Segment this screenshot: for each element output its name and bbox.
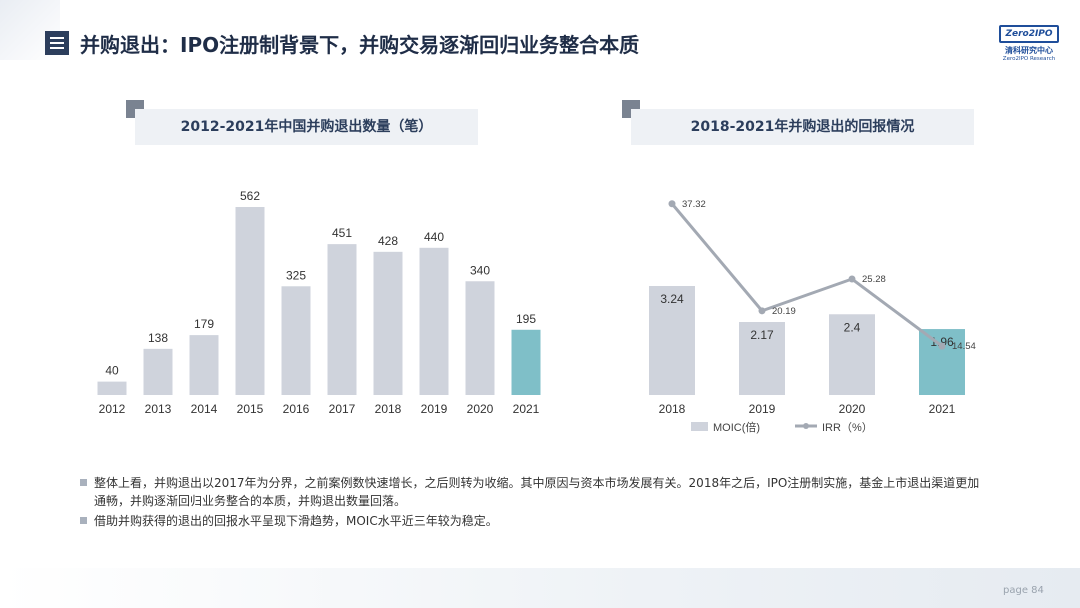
bar <box>97 381 127 395</box>
x-tick-label: 2014 <box>191 402 218 416</box>
x-tick-label: 2018 <box>659 402 686 416</box>
bullet-icon <box>80 517 87 524</box>
irr-point <box>668 200 676 208</box>
data-label: 340 <box>470 263 490 277</box>
bar <box>511 329 541 395</box>
data-label: 451 <box>332 226 352 240</box>
logo-cn-text: 清科研究中心 <box>1005 46 1053 55</box>
note-item: 整体上看，并购退出以2017年为分界，之前案例数快速增长，之后则转为收缩。其中原… <box>80 474 980 510</box>
x-tick-label: 2015 <box>237 402 264 416</box>
moic-bar <box>649 286 695 395</box>
logo-en-text: Zero2IPO Research <box>1002 56 1056 62</box>
irr-label: 14.54 <box>952 341 976 352</box>
data-label: 325 <box>286 268 306 282</box>
note-text: 整体上看，并购退出以2017年为分界，之前案例数快速增长，之后则转为收缩。其中原… <box>94 476 980 508</box>
bar <box>281 286 311 395</box>
irr-line <box>670 202 943 348</box>
legend-irr-label: IRR（%） <box>822 421 873 434</box>
legend-irr-marker <box>803 423 809 429</box>
bar <box>235 207 265 395</box>
page-title: 并购退出：IPO注册制背景下，并购交易逐渐回归业务整合本质 <box>80 33 640 57</box>
x-tick-label: 2021 <box>929 402 956 416</box>
footer-band <box>0 568 1080 608</box>
x-tick-label: 2013 <box>145 402 172 416</box>
bar <box>373 251 403 395</box>
legend-moic-swatch <box>691 422 708 431</box>
irr-label: 37.32 <box>682 199 706 210</box>
x-tick-label: 2017 <box>329 402 356 416</box>
note-text: 借助并购获得的退出的回报水平呈现下滑趋势，MOIC水平近三年较为稳定。 <box>94 514 498 528</box>
moic-bar <box>739 321 785 395</box>
irr-label: 20.19 <box>772 306 796 317</box>
zero2ipo-logo: Zero2IPO 清科研究中心 Zero2IPO Research <box>999 25 1059 62</box>
data-label: 138 <box>148 331 168 345</box>
moic-bar <box>829 314 875 395</box>
note-item: 借助并购获得的退出的回报水平呈现下滑趋势，MOIC水平近三年较为稳定。 <box>80 512 980 530</box>
bar <box>419 247 449 395</box>
x-tick-label: 2012 <box>99 402 126 416</box>
irr-label: 25.28 <box>862 274 886 285</box>
logo-mark: Zero2IPO <box>999 25 1059 43</box>
page-number: page 84 <box>1003 585 1044 596</box>
moic-label: 2.4 <box>844 320 861 334</box>
x-tick-label: 2021 <box>513 402 540 416</box>
bar <box>143 348 173 395</box>
data-label: 428 <box>378 234 398 248</box>
chart2-title: 2018-2021年并购退出的回报情况 <box>631 109 974 145</box>
moic-label: 3.24 <box>660 292 684 306</box>
irr-point <box>848 275 856 283</box>
x-tick-label: 2016 <box>283 402 310 416</box>
moic-label: 2.17 <box>750 328 774 342</box>
data-label: 40 <box>105 364 119 378</box>
data-label: 179 <box>194 317 214 331</box>
moic-bar <box>919 329 965 395</box>
bar <box>327 244 357 395</box>
data-label: 195 <box>516 312 536 326</box>
irr-point <box>758 307 766 315</box>
x-tick-label: 2020 <box>467 402 494 416</box>
x-tick-label: 2020 <box>839 402 866 416</box>
x-tick-label: 2018 <box>375 402 402 416</box>
bar <box>189 335 219 395</box>
irr-point <box>938 342 946 350</box>
data-label: 562 <box>240 189 260 203</box>
notes: 整体上看，并购退出以2017年为分界，之前案例数快速增长，之后则转为收缩。其中原… <box>80 474 980 532</box>
chart1-title: 2012-2021年中国并购退出数量（笔） <box>135 109 478 145</box>
data-label: 440 <box>424 230 444 244</box>
bullet-icon <box>80 479 87 486</box>
x-tick-label: 2019 <box>421 402 448 416</box>
moic-label: 1.96 <box>930 335 954 349</box>
menu-icon <box>45 31 69 55</box>
bar <box>465 281 495 395</box>
legend-moic-label: MOIC(倍) <box>713 420 760 434</box>
x-tick-label: 2019 <box>749 402 776 416</box>
